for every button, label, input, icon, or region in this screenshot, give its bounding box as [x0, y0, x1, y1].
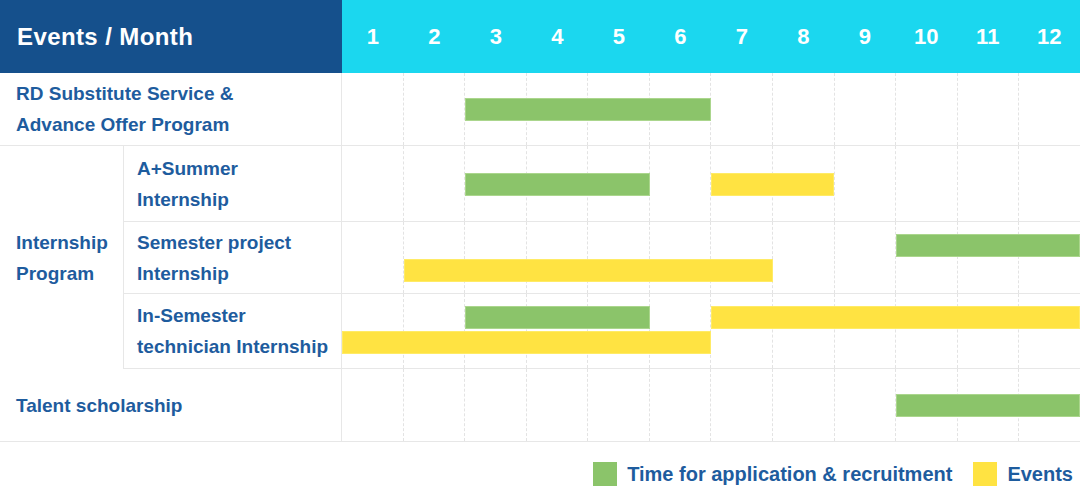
month-column — [404, 146, 466, 221]
schedule-row: In-Semestertechnician Internship — [124, 294, 1080, 369]
legend-item-events: Events — [973, 462, 1073, 486]
month-column — [773, 369, 835, 441]
legend-swatch-green — [593, 462, 617, 486]
legend-swatch-yellow — [973, 462, 997, 486]
month-column — [896, 146, 958, 221]
month-column — [650, 369, 712, 441]
month-header-11: 11 — [957, 0, 1019, 73]
month-column — [835, 369, 897, 441]
month-gridlines — [342, 73, 1080, 145]
gantt-bar-yellow — [404, 259, 773, 282]
month-column — [896, 222, 958, 293]
gantt-bar-green — [896, 394, 1080, 417]
gantt-schedule-page: Events / Month 123456789101112 RD Substi… — [0, 0, 1080, 494]
month-column — [835, 146, 897, 221]
row-label: In-Semestertechnician Internship — [124, 294, 342, 368]
month-header-6: 6 — [650, 0, 712, 73]
schedule-row: Talent scholarship — [0, 369, 1080, 442]
month-column — [342, 146, 404, 221]
month-grid — [342, 146, 1080, 221]
month-column — [958, 73, 1020, 145]
month-column — [342, 73, 404, 145]
month-column — [404, 222, 466, 293]
row-label: A+SummerInternship — [124, 146, 342, 221]
month-column — [1019, 222, 1080, 293]
month-column — [711, 222, 773, 293]
gantt-bar-yellow — [711, 173, 834, 196]
table-body: RD Substitute Service &Advance Offer Pro… — [0, 73, 1080, 442]
legend-label-events: Events — [1007, 463, 1073, 486]
month-column — [773, 222, 835, 293]
row-label: Talent scholarship — [0, 369, 342, 441]
month-header-5: 5 — [588, 0, 650, 73]
month-column — [588, 369, 650, 441]
month-column — [1019, 73, 1080, 145]
month-header-2: 2 — [404, 0, 466, 73]
month-header-3: 3 — [465, 0, 527, 73]
row-label: Semester projectInternship — [124, 222, 342, 293]
gantt-bar-yellow — [342, 331, 711, 354]
group-subrows: A+SummerInternshipSemester projectIntern… — [124, 146, 1080, 369]
month-column — [527, 369, 589, 441]
month-grid — [342, 73, 1080, 145]
month-column — [835, 222, 897, 293]
schedule-row: RD Substitute Service &Advance Offer Pro… — [0, 73, 1080, 146]
month-column — [1019, 146, 1080, 221]
legend-item-application: Time for application & recruitment — [593, 462, 952, 486]
month-header-row: 123456789101112 — [342, 0, 1080, 73]
month-column — [342, 369, 404, 441]
month-column — [588, 222, 650, 293]
group-label: InternshipProgram — [0, 146, 124, 369]
month-column — [465, 222, 527, 293]
gantt-bar-yellow — [711, 306, 1080, 329]
month-header-12: 12 — [1019, 0, 1080, 73]
table-header: Events / Month 123456789101112 — [0, 0, 1080, 73]
month-column — [650, 222, 712, 293]
schedule-row: A+SummerInternship — [124, 146, 1080, 222]
month-column — [404, 73, 466, 145]
month-column — [527, 222, 589, 293]
month-column — [650, 146, 712, 221]
month-header-10: 10 — [896, 0, 958, 73]
month-column — [711, 73, 773, 145]
month-column — [835, 73, 897, 145]
gantt-bar-green — [465, 98, 711, 121]
month-column — [465, 369, 527, 441]
month-grid — [342, 369, 1080, 441]
month-header-9: 9 — [834, 0, 896, 73]
month-grid — [342, 222, 1080, 293]
month-header-4: 4 — [527, 0, 589, 73]
month-header-1: 1 — [342, 0, 404, 73]
month-header-7: 7 — [711, 0, 773, 73]
events-month-header: Events / Month — [0, 0, 342, 73]
legend: Time for application & recruitment Event… — [0, 442, 1080, 494]
month-column — [342, 222, 404, 293]
month-column — [958, 222, 1020, 293]
month-column — [773, 73, 835, 145]
gantt-bar-green — [896, 234, 1080, 257]
month-grid — [342, 294, 1080, 368]
month-gridlines — [342, 222, 1080, 293]
month-column — [958, 146, 1020, 221]
group-block-internship-program: InternshipProgramA+SummerInternshipSemes… — [0, 146, 1080, 369]
gantt-bar-green — [465, 173, 650, 196]
row-label: RD Substitute Service &Advance Offer Pro… — [0, 73, 342, 145]
month-column — [711, 369, 773, 441]
gantt-bar-green — [465, 306, 650, 329]
month-header-8: 8 — [773, 0, 835, 73]
month-column — [896, 73, 958, 145]
month-column — [404, 369, 466, 441]
legend-label-application: Time for application & recruitment — [627, 463, 952, 486]
schedule-row: Semester projectInternship — [124, 222, 1080, 294]
